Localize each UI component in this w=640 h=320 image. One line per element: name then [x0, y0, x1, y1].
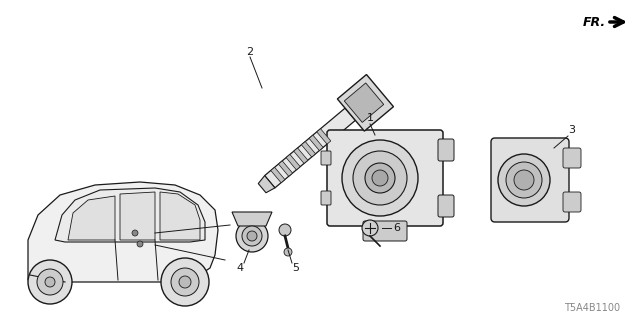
Circle shape: [37, 269, 63, 295]
FancyBboxPatch shape: [563, 192, 581, 212]
Circle shape: [45, 277, 55, 287]
Polygon shape: [278, 161, 292, 176]
Circle shape: [362, 220, 378, 236]
Circle shape: [514, 170, 534, 190]
Text: 6: 6: [394, 223, 401, 233]
FancyBboxPatch shape: [363, 221, 407, 241]
Polygon shape: [160, 192, 200, 240]
Polygon shape: [55, 188, 205, 242]
Circle shape: [279, 224, 291, 236]
FancyBboxPatch shape: [321, 191, 331, 205]
Text: 2: 2: [246, 47, 253, 57]
Polygon shape: [309, 135, 323, 151]
Polygon shape: [232, 212, 272, 226]
Circle shape: [179, 276, 191, 288]
Circle shape: [353, 151, 407, 205]
Polygon shape: [337, 75, 394, 131]
Text: FR.: FR.: [583, 15, 606, 28]
Text: 1: 1: [367, 113, 374, 123]
Polygon shape: [317, 129, 331, 144]
Circle shape: [171, 268, 199, 296]
Circle shape: [498, 154, 550, 206]
Text: 3: 3: [568, 125, 575, 135]
Circle shape: [372, 170, 388, 186]
Circle shape: [506, 162, 542, 198]
FancyBboxPatch shape: [438, 195, 454, 217]
FancyBboxPatch shape: [491, 138, 569, 222]
Text: T5A4B1100: T5A4B1100: [564, 303, 620, 313]
Circle shape: [28, 260, 72, 304]
Circle shape: [242, 226, 262, 246]
Polygon shape: [286, 155, 300, 170]
Circle shape: [284, 248, 292, 256]
Circle shape: [236, 220, 268, 252]
Polygon shape: [68, 196, 115, 240]
Polygon shape: [294, 148, 308, 164]
FancyBboxPatch shape: [321, 151, 331, 165]
Circle shape: [132, 230, 138, 236]
Polygon shape: [28, 182, 218, 282]
FancyBboxPatch shape: [563, 148, 581, 168]
Circle shape: [137, 241, 143, 247]
Polygon shape: [120, 192, 155, 240]
Polygon shape: [265, 108, 355, 188]
FancyBboxPatch shape: [438, 139, 454, 161]
Circle shape: [365, 163, 395, 193]
FancyBboxPatch shape: [327, 130, 443, 226]
Text: 5: 5: [292, 263, 300, 273]
Circle shape: [161, 258, 209, 306]
Circle shape: [342, 140, 418, 216]
Polygon shape: [271, 167, 285, 183]
Polygon shape: [301, 141, 316, 157]
Polygon shape: [259, 176, 275, 193]
Circle shape: [247, 231, 257, 241]
Polygon shape: [344, 83, 384, 123]
Text: 4: 4: [236, 263, 244, 273]
